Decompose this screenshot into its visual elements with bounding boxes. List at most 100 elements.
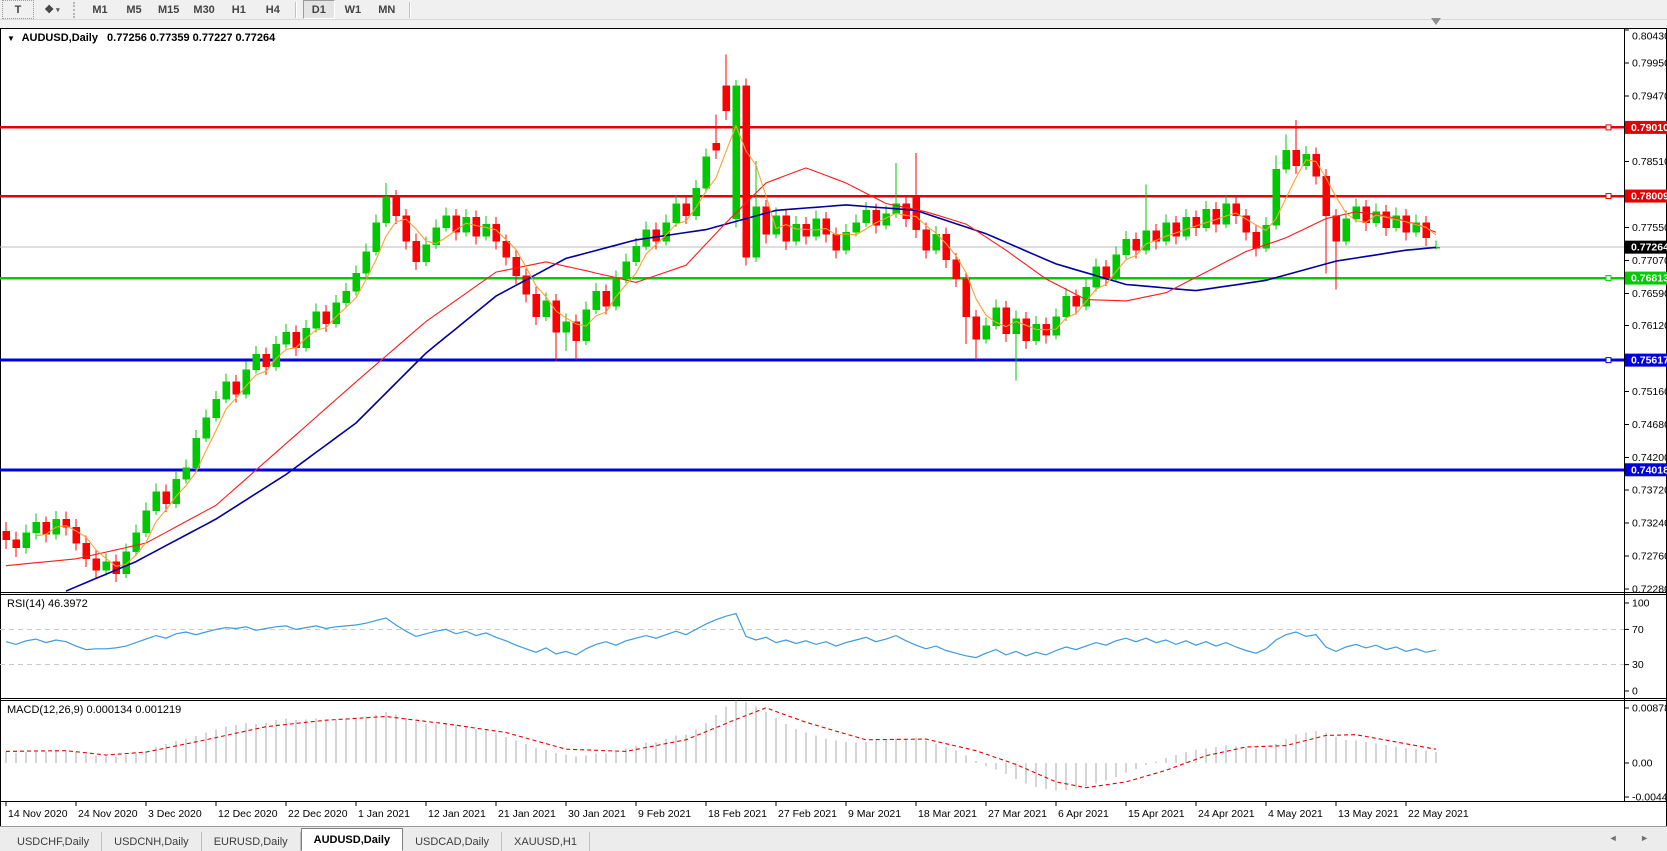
candle-body — [1102, 266, 1110, 278]
date-axis-label[interactable]: 14 Nov 2020 — [8, 808, 68, 820]
toolbar-separator — [408, 1, 411, 18]
macd-axis-label: -0.00445 — [1632, 792, 1667, 804]
candle-body — [1212, 208, 1220, 225]
candle-body — [162, 491, 170, 505]
candle-body — [712, 142, 720, 151]
timeframe-button-d1[interactable]: D1 — [302, 0, 335, 19]
candle-body — [922, 229, 930, 251]
price-axis-label[interactable]: 0.80430 — [1632, 31, 1667, 43]
date-axis-label[interactable]: 22 May 2021 — [1408, 808, 1469, 820]
date-axis-label[interactable]: 27 Feb 2021 — [778, 808, 837, 820]
date-axis-label[interactable]: 9 Feb 2021 — [638, 808, 691, 820]
date-axis-label[interactable]: 18 Feb 2021 — [708, 808, 767, 820]
date-axis-label[interactable]: 30 Jan 2021 — [568, 808, 626, 820]
price-axis-label[interactable]: 0.74200 — [1632, 452, 1667, 464]
chart-menu-arrow-icon[interactable]: ▼ — [7, 34, 15, 43]
chart-shift-marker-icon[interactable] — [1431, 18, 1441, 25]
price-axis-label[interactable]: 0.79950 — [1632, 57, 1667, 69]
symbol-tab-usdcad[interactable]: USDCAD,Daily — [403, 832, 503, 851]
symbol-tab-usdchf[interactable]: USDCHF,Daily — [5, 832, 103, 851]
price-axis-label[interactable]: 0.79470 — [1632, 90, 1667, 102]
timeframe-button-group: M1 M5 M15 M30 H1 H4 D1 W1 MN — [84, 0, 403, 19]
candle-body — [212, 398, 220, 418]
timeframe-button-m30[interactable]: M30 — [193, 3, 215, 16]
date-axis-label[interactable]: 12 Jan 2021 — [428, 808, 486, 820]
timeframe-button-w1[interactable]: W1 — [344, 3, 362, 16]
timeframe-button-h4[interactable]: H4 — [265, 3, 280, 16]
symbol-tab-usdcnh[interactable]: USDCNH,Daily — [102, 832, 202, 851]
date-axis-label[interactable]: 1 Jan 2021 — [358, 808, 410, 820]
candle-body — [442, 215, 450, 228]
price-axis-label[interactable]: 0.76590 — [1632, 288, 1667, 300]
date-axis-label[interactable]: 13 May 2021 — [1338, 808, 1399, 820]
price-axis-label[interactable]: 0.74680 — [1632, 419, 1667, 431]
candle-body — [152, 491, 160, 512]
timeframe-button-m5[interactable]: M5 — [126, 3, 142, 16]
chart-area[interactable]: ▼ AUDUSD,Daily 0.77256 0.77359 0.77227 0… — [0, 28, 1667, 827]
candle-body — [1392, 215, 1400, 228]
symbol-tab-audusd[interactable]: AUDUSD,Daily — [300, 828, 404, 851]
candle-body — [982, 325, 990, 340]
candle-body — [1192, 216, 1200, 228]
date-axis-label[interactable]: 9 Mar 2021 — [848, 808, 901, 820]
sr-line-handle[interactable] — [1605, 193, 1612, 200]
candle-body — [262, 354, 270, 368]
date-axis-label[interactable]: 4 May 2021 — [1268, 808, 1323, 820]
candle-body — [202, 417, 210, 439]
candle-body — [672, 203, 680, 223]
candle-body — [132, 532, 140, 553]
candle-body — [542, 300, 550, 317]
sr-line-handle[interactable] — [1605, 357, 1612, 364]
price-axis-label[interactable]: 0.75160 — [1632, 386, 1667, 398]
price-level-badge — [1625, 353, 1667, 367]
price-axis-label[interactable]: 0.76120 — [1632, 320, 1667, 332]
candle-body — [352, 273, 360, 292]
price-axis-label[interactable]: 0.78510 — [1632, 156, 1667, 168]
candle-body — [1382, 211, 1390, 228]
sr-line-handle[interactable] — [1605, 124, 1612, 131]
date-axis-label[interactable]: 24 Nov 2020 — [78, 808, 138, 820]
price-level-badge-label: 0.76813 — [1631, 273, 1667, 285]
date-axis-label[interactable]: 3 Dec 2020 — [148, 808, 202, 820]
chart-symbol-label: AUDUSD,Daily — [21, 32, 98, 44]
price-axis-label[interactable]: 0.77070 — [1632, 255, 1667, 267]
timeframe-button-m1[interactable]: M1 — [92, 3, 108, 16]
rsi-label: RSI(14) 46.3972 — [7, 598, 88, 610]
price-level-badge — [1625, 120, 1667, 134]
date-axis-label[interactable]: 18 Mar 2021 — [918, 808, 977, 820]
date-axis-label[interactable]: 22 Dec 2020 — [288, 808, 348, 820]
candle-body — [1292, 149, 1300, 167]
date-axis-label[interactable]: 12 Dec 2020 — [218, 808, 278, 820]
tab-scroll-arrows[interactable]: ◄ ► — [1609, 833, 1659, 843]
date-axis-label[interactable]: 15 Apr 2021 — [1128, 808, 1185, 820]
price-axis-label[interactable]: 0.72760 — [1632, 551, 1667, 563]
sr-line-handle[interactable] — [1605, 275, 1612, 282]
candle-body — [1062, 295, 1070, 317]
price-axis-label[interactable]: 0.73720 — [1632, 485, 1667, 497]
text-tool-button[interactable]: T — [2, 0, 34, 19]
candle-body — [462, 216, 470, 233]
cursor-tools-button[interactable]: ❖ ▾ — [36, 0, 68, 19]
rsi-axis-label: 0 — [1632, 686, 1638, 698]
candle-body — [452, 215, 460, 233]
price-axis-label[interactable]: 0.73240 — [1632, 518, 1667, 530]
price-level-badge-label: 0.79010 — [1631, 122, 1667, 134]
timeframe-button-m15[interactable]: M15 — [158, 3, 180, 16]
symbol-tab-xauusd[interactable]: XAUUSD,H1 — [502, 832, 590, 851]
timeframe-button-mn[interactable]: MN — [378, 3, 396, 16]
candle-body — [1162, 222, 1170, 242]
chart-canvas[interactable]: 0.80430 0.79950 0.79470 0.78510 0.77550 0.770… — [0, 28, 1667, 827]
tab-scroll-left-icon[interactable]: ◄ — [1608, 833, 1628, 843]
date-axis-label[interactable]: 24 Apr 2021 — [1198, 808, 1255, 820]
candle-body — [1222, 203, 1230, 225]
toolbar-grip[interactable] — [73, 1, 79, 18]
date-axis-label[interactable]: 6 Apr 2021 — [1058, 808, 1109, 820]
symbol-tab-eurusd[interactable]: EURUSD,Daily — [202, 832, 301, 851]
date-axis-label[interactable]: 27 Mar 2021 — [988, 808, 1047, 820]
price-axis-label[interactable]: 0.72280 — [1632, 584, 1667, 596]
timeframe-button-h1[interactable]: H1 — [231, 3, 246, 16]
price-axis-label[interactable]: 0.77550 — [1632, 222, 1667, 234]
tab-scroll-right-icon[interactable]: ► — [1640, 833, 1659, 843]
candle-body — [72, 527, 80, 544]
date-axis-label[interactable]: 21 Jan 2021 — [498, 808, 556, 820]
